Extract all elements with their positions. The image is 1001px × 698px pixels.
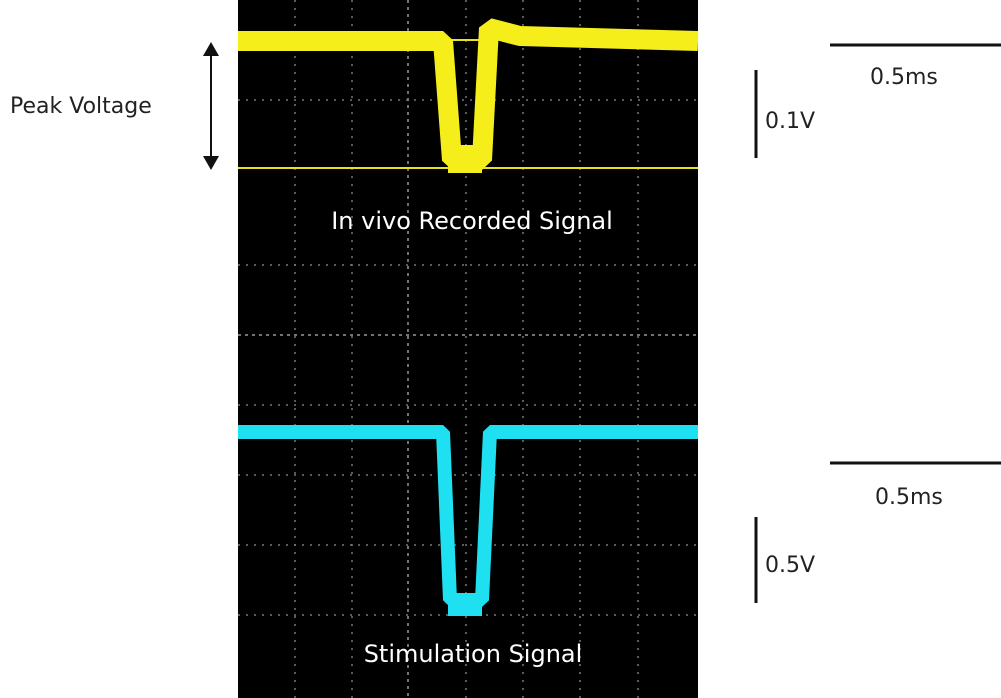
voltage-scale-label: 0.1V: [765, 109, 815, 134]
time-scale-label: 0.5ms: [870, 65, 938, 90]
peak-arrow: [203, 42, 219, 170]
channel1-label: In vivo Recorded Signal: [331, 207, 613, 235]
time-scale-label: 0.5ms: [875, 485, 943, 510]
figure: In vivo Recorded Signal Stimulation Sign…: [0, 0, 1001, 698]
peak-voltage-label: Peak Voltage: [10, 94, 152, 119]
voltage-scale-label: 0.5V: [765, 553, 815, 578]
channel2-label: Stimulation Signal: [364, 640, 583, 668]
